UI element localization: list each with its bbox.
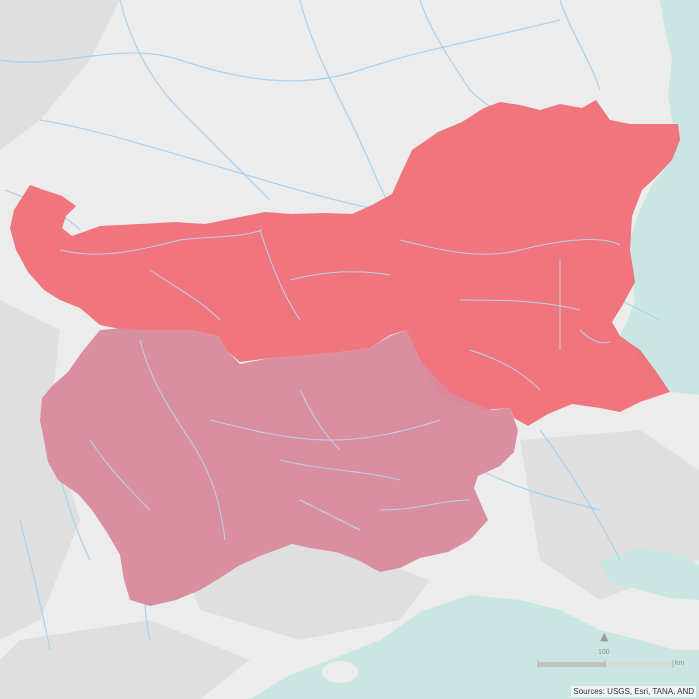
- marmara-sea: [600, 548, 699, 600]
- region-rivers: [59, 229, 621, 541]
- island: [322, 661, 358, 683]
- northern-region[interactable]: [10, 100, 680, 426]
- aegean-sea: [250, 595, 699, 699]
- north-arrow-icon: ▲: [600, 630, 609, 643]
- scale-bar-label: 100: [598, 649, 610, 656]
- map-attribution: Sources: USGS, Esri, TANA, AND: [571, 686, 696, 697]
- scale-bar-unit: km: [675, 660, 685, 667]
- island: [216, 688, 244, 699]
- black-sea: [620, 0, 699, 395]
- scale-bar: [537, 660, 674, 668]
- southwestern-region[interactable]: [40, 328, 518, 606]
